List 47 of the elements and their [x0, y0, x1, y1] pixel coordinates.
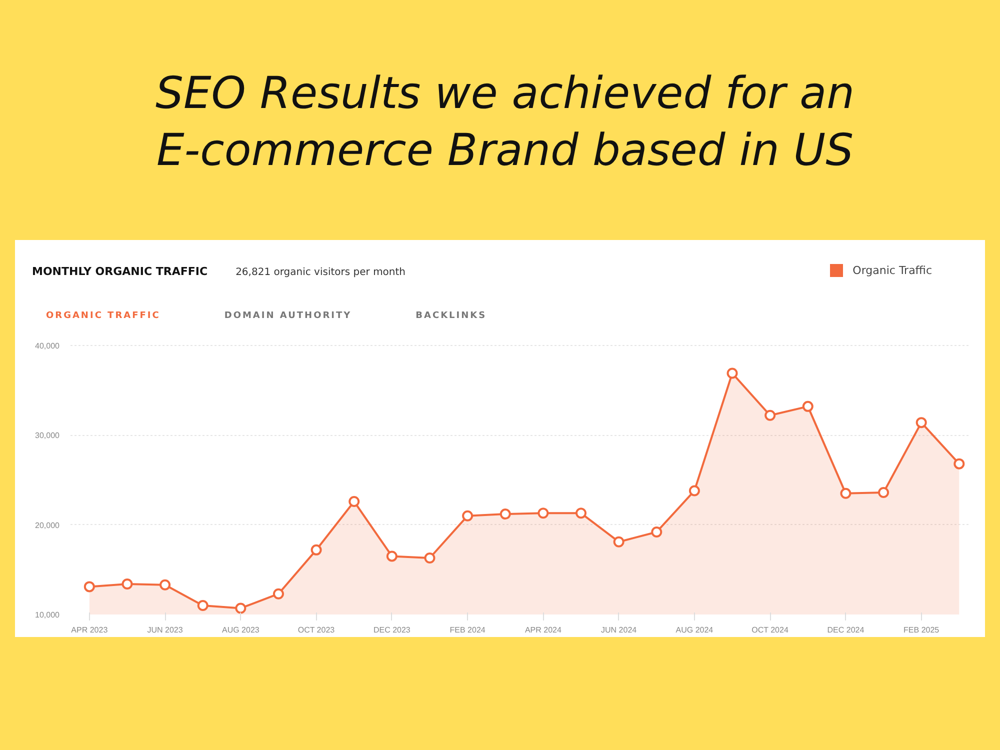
x-tick-label: DEC 2024: [827, 626, 865, 634]
point: [954, 458, 965, 470]
point: [802, 400, 814, 412]
point: [916, 417, 927, 428]
point: [310, 544, 322, 556]
x-tick-label: AUG 2023: [222, 626, 260, 634]
x-tick-label: OCT 2023: [298, 626, 336, 634]
point: [764, 410, 776, 421]
point: [878, 487, 890, 498]
y-tick-label: 30,000: [35, 431, 60, 440]
y-tick-label: 40,000: [35, 341, 60, 350]
text: DOMAIN AUTHORITY: [223, 310, 353, 324]
point: [84, 581, 95, 592]
text: BACKLINKS: [414, 310, 488, 324]
point: [272, 588, 284, 600]
point: [386, 550, 398, 562]
x-tick-label: FEB 2025: [904, 626, 940, 634]
point: [462, 510, 474, 522]
point: [538, 508, 549, 519]
point: [726, 368, 738, 379]
y-tick-label: 10,000: [35, 610, 60, 620]
x-tick-label: APR 2023: [71, 626, 108, 634]
x-tick-label: JUN 2024: [601, 626, 638, 634]
point: [235, 602, 246, 614]
legend-label: Organic Traffic: [852, 264, 932, 278]
x-tick-label: JUN 2023: [147, 626, 184, 634]
x-tick-label: APR 2024: [524, 626, 562, 634]
y-tick-label: 20,000: [35, 520, 60, 530]
point: [500, 508, 511, 520]
x-tick-label: AUG 2024: [676, 626, 714, 634]
x-tick-label: OCT 2024: [752, 626, 789, 634]
point: [197, 600, 208, 612]
x-tick-label: DEC 2023: [373, 626, 411, 634]
point: [688, 485, 700, 496]
point: [576, 508, 587, 519]
x-tick-label: FEB 2024: [450, 626, 486, 634]
text: ORGANIC TRAFFIC: [34, 310, 172, 330]
point: [840, 488, 852, 499]
point: [160, 579, 171, 590]
point: [424, 552, 436, 564]
chart-title: SEO Results we achieved for an E-commerce Brand based in US: [156, 67, 854, 178]
point: [122, 578, 133, 590]
point: [613, 536, 624, 548]
text: 26,821 organic visitors per month: [236, 267, 406, 278]
point: [348, 496, 360, 507]
chart-subtitle: MONTHLY ORGANIC TRAFFIC: [32, 265, 208, 278]
point: [651, 526, 662, 538]
